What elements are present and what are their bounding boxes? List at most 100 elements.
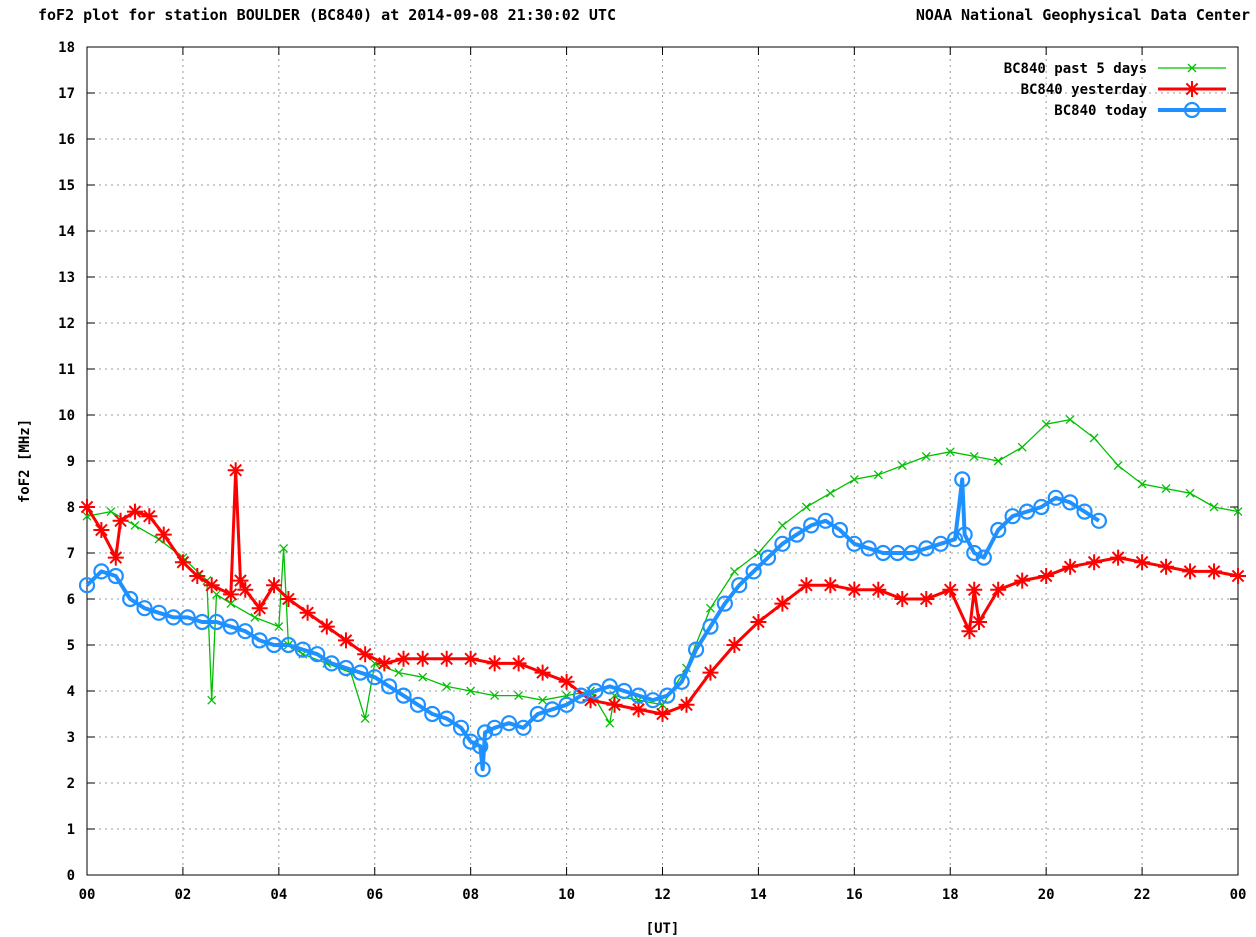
y-tick-label: 3 (67, 730, 75, 746)
data-point (486, 719, 503, 736)
legend-label: BC840 yesterday (1021, 82, 1148, 98)
data-point (237, 623, 254, 640)
data-point (993, 456, 1003, 466)
data-point (990, 581, 1007, 598)
data-point (918, 540, 935, 557)
y-tick-label: 7 (67, 546, 75, 562)
data-point (107, 567, 124, 585)
data-point (870, 581, 887, 598)
data-point (510, 655, 527, 672)
x-tick-label: 04 (270, 887, 287, 903)
y-tick-label: 18 (58, 40, 75, 56)
data-point (1065, 415, 1075, 425)
data-point (141, 508, 158, 525)
data-point (654, 706, 671, 722)
x-tick-label: 02 (174, 887, 191, 903)
y-tick-label: 13 (58, 270, 75, 286)
data-point (360, 714, 370, 724)
data-point (860, 540, 877, 557)
x-tick-label: 12 (654, 887, 671, 903)
data-point (873, 470, 883, 480)
data-point (514, 691, 524, 701)
data-point (1182, 563, 1199, 580)
data-point (801, 502, 811, 512)
data-point (1090, 512, 1108, 529)
y-tick-label: 4 (67, 684, 75, 700)
data-point (395, 650, 412, 667)
data-point (558, 673, 575, 690)
data-point (846, 581, 863, 598)
data-point (558, 696, 575, 713)
data-point (1076, 503, 1093, 520)
data-point (673, 673, 690, 690)
data-point (1183, 101, 1201, 119)
data-point (587, 682, 604, 700)
data-point (490, 691, 500, 701)
data-point (990, 521, 1007, 539)
data-point (803, 517, 820, 534)
data-point (476, 724, 494, 741)
data-point (966, 544, 983, 562)
y-tick-label: 2 (67, 776, 75, 792)
data-point (894, 591, 911, 607)
data-point (945, 447, 955, 457)
data-point (921, 451, 931, 461)
y-tick-label: 10 (58, 408, 75, 424)
data-point (112, 512, 129, 529)
data-point (678, 696, 695, 713)
y-tick-label: 16 (58, 132, 75, 148)
series-line (85, 468, 1239, 716)
data-point (357, 646, 374, 663)
data-point (529, 705, 546, 723)
data-point (1038, 568, 1055, 584)
data-point (78, 577, 96, 594)
data-point (1062, 494, 1079, 511)
data-point (174, 554, 191, 571)
x-tick-label: 18 (942, 887, 959, 903)
data-point (1017, 442, 1027, 452)
data-point (1014, 572, 1031, 589)
data-point (207, 695, 217, 705)
y-tick-label: 12 (58, 316, 75, 332)
data-point (582, 692, 599, 709)
data-point (687, 641, 705, 658)
data-point (266, 577, 283, 594)
data-point (605, 718, 615, 728)
data-point (79, 499, 95, 515)
data-point (538, 695, 548, 705)
y-tick-label: 9 (67, 454, 75, 470)
data-point (474, 761, 491, 778)
x-tick-label: 06 (366, 887, 383, 903)
series-3 (78, 471, 1108, 778)
data-point (1161, 484, 1171, 494)
data-point (280, 591, 297, 607)
data-point (251, 600, 268, 617)
data-point (705, 603, 715, 613)
data-point (130, 520, 140, 530)
data-point (366, 669, 383, 686)
data-point (466, 686, 476, 696)
data-point (452, 719, 470, 736)
data-point (969, 451, 979, 461)
x-tick-label: 00 (1230, 887, 1247, 903)
x-tick-label: 20 (1038, 887, 1055, 903)
data-point (726, 637, 743, 653)
y-tick-label: 0 (67, 868, 75, 884)
data-point (702, 664, 719, 681)
data-point (318, 618, 335, 635)
data-point (150, 604, 168, 621)
data-point (352, 664, 369, 681)
x-tick-label: 16 (846, 887, 863, 903)
x-tick-label: 14 (750, 887, 767, 903)
data-point (946, 531, 964, 548)
x-tick-label: 00 (79, 887, 96, 903)
data-point (1062, 558, 1079, 575)
data-point (136, 600, 153, 617)
data-point (822, 577, 839, 594)
data-point (846, 535, 863, 552)
data-point (274, 622, 284, 632)
y-tick-label: 11 (58, 362, 75, 378)
data-point (961, 623, 978, 640)
data-point (1158, 558, 1175, 575)
x-tick-label: 22 (1134, 887, 1151, 903)
